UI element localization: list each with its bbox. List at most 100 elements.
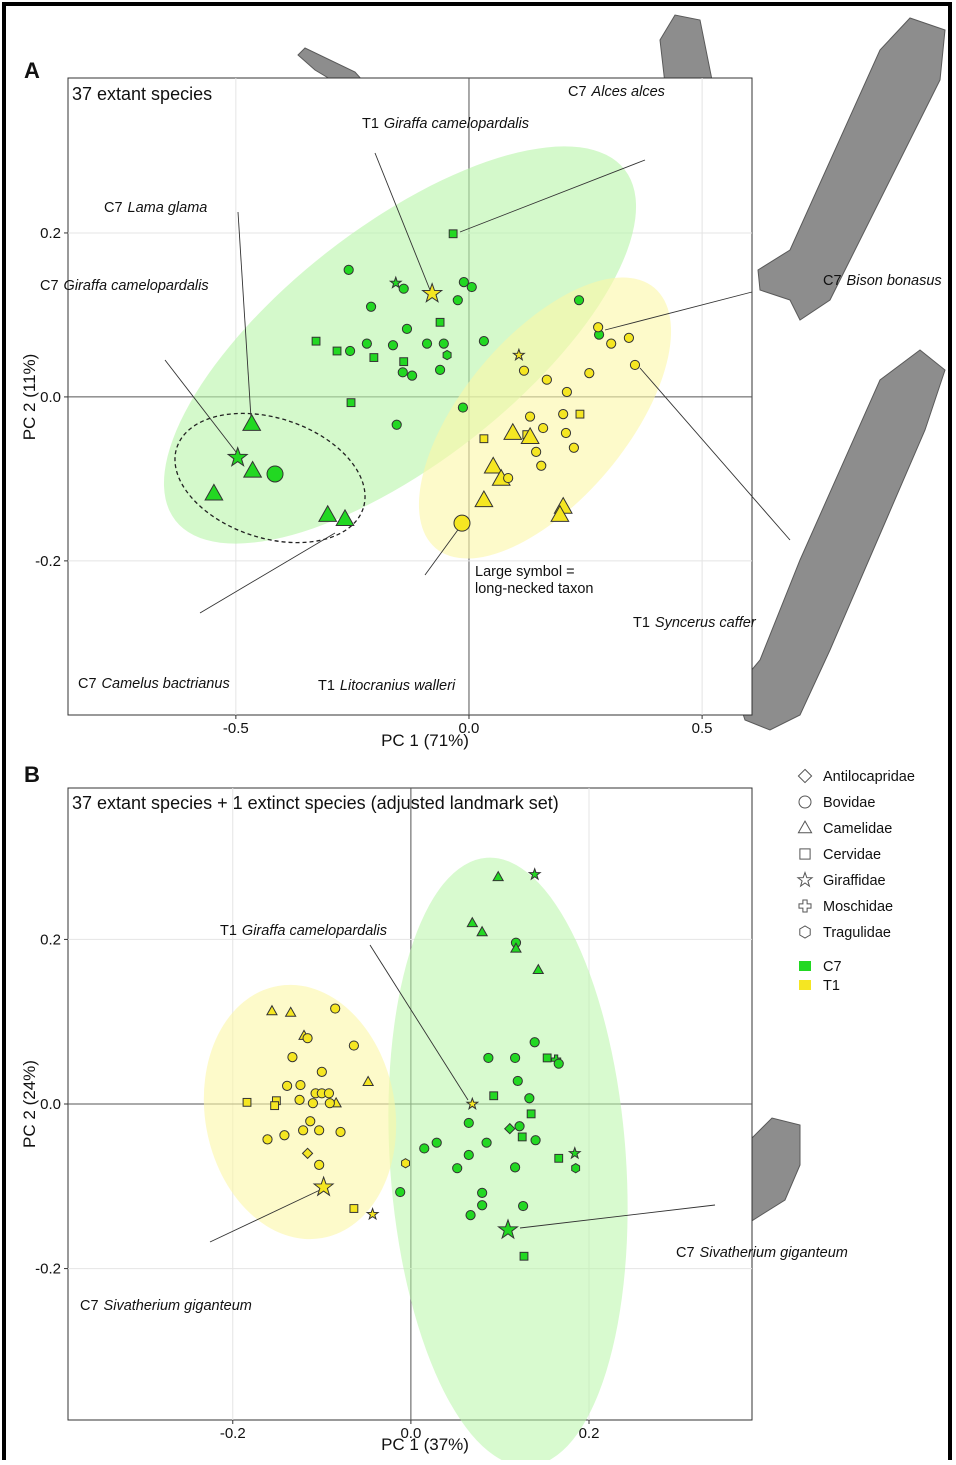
point — [490, 1092, 498, 1100]
point — [350, 1205, 358, 1213]
subtitle: 37 extant species — [72, 84, 212, 104]
panel-letter: B — [24, 762, 40, 787]
annotation-group: C7 — [104, 200, 123, 216]
annotation-group: T1 — [318, 678, 335, 694]
point — [315, 1160, 324, 1169]
point — [585, 369, 594, 378]
legend-label: Cervidae — [823, 847, 881, 863]
point — [515, 1122, 524, 1131]
point — [331, 1004, 340, 1013]
point — [399, 284, 408, 293]
point — [396, 1187, 405, 1196]
point — [480, 435, 488, 443]
point — [537, 461, 546, 470]
point — [504, 473, 513, 482]
annotation-species: Giraffa camelopardalis — [384, 116, 529, 132]
annotation-group: T1 — [220, 923, 237, 939]
point — [325, 1099, 334, 1108]
legend-label: Giraffidae — [823, 873, 886, 889]
point — [422, 339, 431, 348]
point — [432, 1138, 441, 1147]
point — [366, 302, 375, 311]
point — [510, 1163, 519, 1172]
point — [478, 1201, 487, 1210]
annotation-species: Camelus bactrianus — [102, 676, 230, 692]
x-axis-label: PC 1 (71%) — [381, 731, 469, 750]
point — [306, 1117, 315, 1126]
legend-label: Moschidae — [823, 899, 893, 915]
point — [296, 1080, 305, 1089]
point — [388, 341, 397, 350]
page: {"chart_data": [ {"type": "scatter", "pa… — [0, 0, 956, 1460]
point — [464, 1150, 473, 1159]
annotation-species: Syncerus caffer — [655, 615, 757, 631]
point — [518, 1133, 526, 1141]
point — [513, 1076, 522, 1085]
point — [324, 1089, 333, 1098]
point — [453, 296, 462, 305]
annotation-species: Litocranius walleri — [340, 678, 456, 694]
point — [400, 358, 408, 366]
annotation-group: T1 — [362, 116, 379, 132]
point — [295, 1095, 304, 1104]
y-tick-label: 0.0 — [40, 389, 61, 406]
bone — [735, 350, 945, 730]
point — [555, 1154, 563, 1162]
point — [362, 339, 371, 348]
point — [458, 403, 467, 412]
annotation-species: Sivatherium giganteum — [104, 1298, 252, 1314]
point — [436, 318, 444, 326]
point — [799, 796, 811, 808]
point — [510, 1053, 519, 1062]
annotation: C7Bison bonasus — [823, 273, 942, 289]
point — [299, 1126, 308, 1135]
point — [798, 769, 811, 782]
point — [464, 1118, 473, 1127]
point — [315, 1126, 324, 1135]
y-tick-label: -0.2 — [35, 1261, 61, 1278]
point — [312, 337, 320, 345]
x-tick-label: -0.5 — [223, 720, 249, 737]
point — [288, 1052, 297, 1061]
point — [370, 354, 378, 362]
panel-letter: A — [24, 58, 40, 83]
y-tick-label: 0.0 — [40, 1096, 61, 1113]
point — [800, 849, 810, 859]
y-tick-label: -0.2 — [35, 553, 61, 570]
y-axis-label: PC 2 (11%) — [20, 354, 39, 441]
legend-swatch — [799, 961, 811, 971]
y-tick-label: 0.2 — [40, 931, 61, 948]
point — [554, 1059, 563, 1068]
point — [435, 365, 444, 374]
point — [303, 1034, 312, 1043]
point — [569, 443, 578, 452]
y-axis-label: PC 2 (24%) — [20, 1060, 39, 1148]
annotation-group: C7 — [40, 278, 59, 294]
point — [594, 323, 603, 332]
point — [271, 1102, 279, 1110]
point — [800, 926, 810, 938]
point — [525, 1094, 534, 1103]
point — [520, 1252, 528, 1260]
point — [402, 324, 411, 333]
point — [317, 1067, 326, 1076]
point — [344, 265, 353, 274]
point — [392, 420, 401, 429]
point — [282, 1081, 291, 1090]
point — [263, 1135, 272, 1144]
legend-label: T1 — [823, 978, 840, 994]
point — [333, 347, 341, 355]
point — [607, 339, 616, 348]
point — [349, 1041, 358, 1050]
point — [532, 447, 541, 456]
note: Large symbol = — [475, 564, 575, 580]
point — [280, 1131, 289, 1140]
annotation-group: C7 — [568, 84, 587, 100]
point — [624, 333, 633, 342]
annotation: C7Sivatherium giganteum — [676, 1245, 848, 1261]
point — [398, 368, 407, 377]
legend-swatch — [799, 980, 811, 990]
y-tick-label: 0.2 — [40, 225, 61, 242]
point — [336, 1127, 345, 1136]
